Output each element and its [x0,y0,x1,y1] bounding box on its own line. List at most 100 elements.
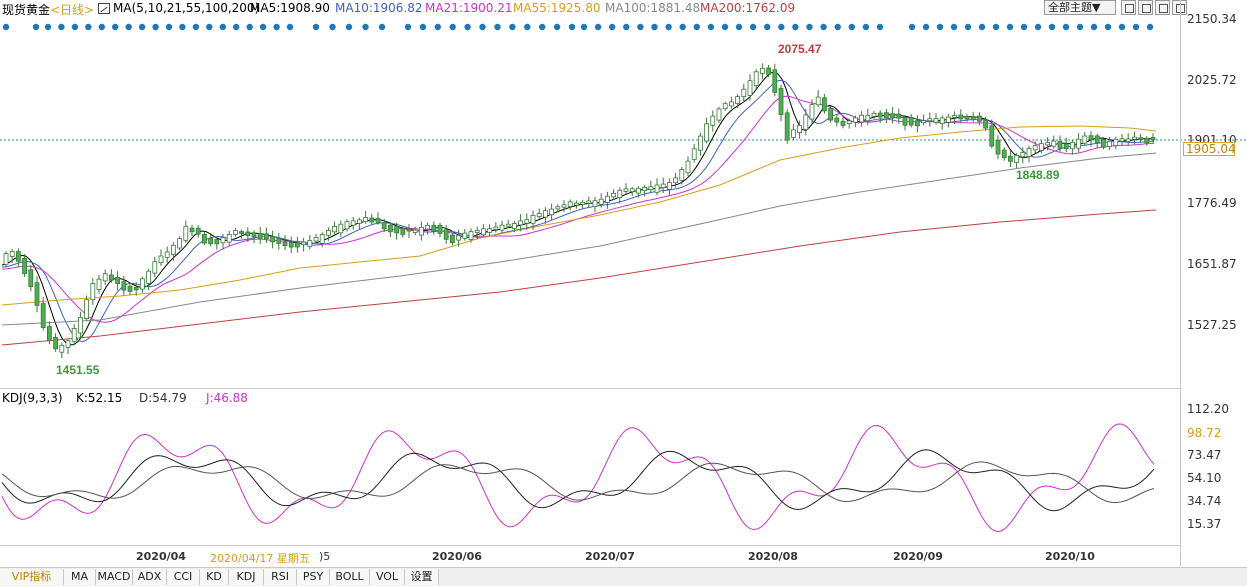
date-label-jun: 2020/06 [432,550,482,563]
date-label-oct: 2020/10 [1045,550,1095,563]
tab-adx[interactable]: ADX [133,569,167,585]
event-marker-icon [568,23,576,31]
candle-down [245,231,251,236]
candle-up [65,340,71,348]
candle-up [232,230,238,235]
candle-down [877,112,883,118]
candle-up [673,177,678,184]
candle-up [580,201,585,205]
candle-down [276,237,282,244]
event-marker-icon [1048,23,1056,31]
kdj-k-line [1,449,1155,512]
candle-up [350,220,356,226]
candle-down [1008,155,1013,162]
candle-down [406,228,412,232]
tab-kdj[interactable]: KDJ [229,569,264,585]
candle-up [797,125,802,133]
date-label-aug: 2020/08 [748,550,798,563]
event-marker-icon [1020,23,1028,31]
candle-up [1026,148,1032,157]
event-marker-icon [1132,23,1140,31]
ma10-line [1,79,1155,343]
candle-up [561,204,567,208]
tab-psy[interactable]: PSY [297,569,330,585]
candle-up [933,118,939,123]
theme-select[interactable]: 全部主题▼ [1044,0,1116,15]
zoom-in-icon[interactable] [1121,0,1136,15]
candle-up [493,226,499,230]
tab-cci[interactable]: CCI [167,569,200,585]
event-marker-icon [479,23,486,31]
candle-up [543,210,548,218]
price-axis-border [1180,0,1181,566]
tab-ma[interactable]: MA [64,569,96,585]
date-label-apr: 2020/04 [136,550,186,563]
candle-down [394,226,400,234]
candle-up [1051,140,1057,147]
event-marker-icon [1146,23,1154,31]
zoom-out-icon[interactable] [1138,0,1153,15]
candle-up [474,229,480,233]
candle-up [499,224,505,231]
kdj-j-value: J:46.88 [206,391,248,405]
event-marker-icon [378,23,386,31]
ma200-value: MA200:1762.09 [700,1,796,15]
tab-vip[interactable]: VIP指标 [0,569,64,585]
time-axis: 2020/04 2020/04/17 星期五 )5 2020/06 2020/0… [0,545,1180,567]
candle-up [791,129,796,138]
event-marker-icon [273,23,280,31]
candle-up [313,237,319,242]
event-marker-icon [679,23,686,31]
candle-up [307,240,313,247]
candle-up [518,220,523,226]
candle-up [418,226,424,236]
candle-up [1014,155,1019,163]
event-marker-icon [992,23,1000,31]
event-marker-icon [637,23,644,31]
event-marker-icon [1118,23,1126,31]
candle-down [958,114,964,120]
tab-macd[interactable]: MACD [96,569,133,585]
period-label[interactable]: <日线> [50,3,95,17]
event-marker-icon [609,23,616,31]
candle-down [189,227,195,233]
event-marker-icon [820,23,827,31]
candle-down [195,227,201,235]
event-marker-icon [1006,23,1014,31]
layout-icon[interactable] [1155,0,1170,15]
candle-up [592,200,598,207]
candle-up [78,316,83,334]
candle-up [1032,145,1038,151]
candle-up [152,261,158,274]
candle-up [338,223,344,234]
ma10-value: MA10:1906.82 [335,1,423,15]
candle-down [263,233,269,240]
candle-up [71,328,77,342]
tab-rsi[interactable]: RSI [264,569,297,585]
event-marker-icon [259,23,267,31]
candle-up [636,187,641,194]
candle-up [9,250,15,257]
candle-up [722,103,728,110]
candle-down [127,285,133,292]
tab-boll[interactable]: BOLL [330,569,370,585]
candle-down [1094,135,1100,143]
candle-down [53,336,58,350]
indicator-chart-icon[interactable] [98,3,110,14]
event-marker-icon [1104,23,1112,31]
candle-up [158,255,164,263]
candle-up [685,160,691,174]
candle-up [524,219,530,224]
tab-kd[interactable]: KD [200,569,229,585]
tab-settings[interactable]: 设置 [405,569,439,585]
candle-down [1001,149,1007,159]
ma55-value: MA55:1925.80 [513,1,601,15]
panel-separator[interactable] [0,388,1180,389]
candle-up [536,213,542,217]
event-marker-icon [651,23,658,31]
candle-up [623,188,629,192]
low-annotation: 1451.55 [56,363,100,377]
tab-vol[interactable]: VOL [370,569,405,585]
candle-up [927,118,933,122]
